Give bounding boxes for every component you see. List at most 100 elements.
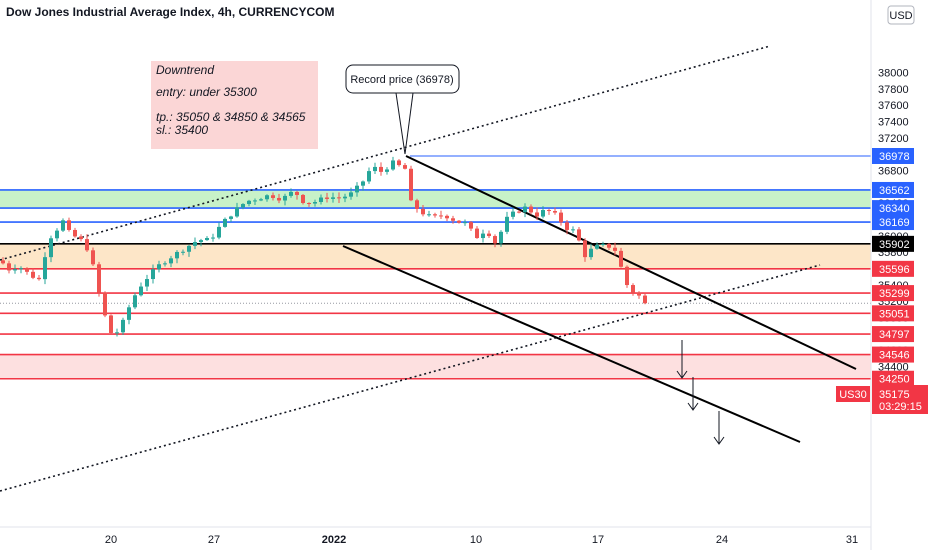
candle-body (19, 268, 23, 270)
level-tag (872, 148, 914, 164)
candle-body (391, 160, 395, 170)
candle-body (505, 216, 509, 232)
arrow-head-icon (713, 436, 725, 445)
candle-body (577, 229, 581, 241)
level-tag-label: 36169 (879, 217, 910, 229)
level-tag-label: 36562 (879, 185, 910, 197)
zones-layer (0, 189, 871, 379)
candle-body (451, 218, 455, 221)
currency-button-label[interactable]: USD (889, 10, 912, 22)
x-tick-label: 20 (105, 534, 117, 546)
currency-button[interactable]: USD (887, 5, 915, 25)
candle-body (553, 211, 557, 213)
candle-body (37, 277, 41, 280)
candle-body (583, 240, 587, 258)
candle-body (379, 166, 383, 172)
candle-body (475, 228, 479, 239)
candle-body (619, 250, 623, 267)
note-box: Downtrend entry: under 35300 tp.: 35050 … (151, 61, 318, 149)
candle-body (49, 238, 53, 258)
arrow-head-icon (676, 370, 688, 379)
y-tick-label: 37400 (878, 117, 909, 129)
candle-body (67, 220, 71, 230)
levels-layer (0, 155, 871, 380)
candle-body (199, 240, 203, 243)
candle-body (607, 243, 611, 248)
level-tag-label: 35299 (879, 288, 910, 300)
candle-body (355, 185, 359, 193)
candle-body (541, 210, 545, 217)
candle-body (571, 229, 575, 231)
candle-body (289, 191, 293, 196)
candle-body (253, 200, 257, 202)
candle-body (235, 207, 239, 217)
candle-body (175, 251, 179, 259)
candle-body (517, 211, 521, 213)
price-tag-countdown: 03:29:15 (879, 401, 922, 413)
candle-body (43, 257, 47, 280)
level-tag (872, 326, 914, 343)
price-zone (0, 243, 871, 269)
arrow-head-icon (687, 402, 699, 411)
candle-body (103, 292, 107, 316)
candle-body (61, 220, 65, 231)
candle-body (331, 197, 335, 199)
level-tag-label: 34250 (879, 374, 910, 386)
candle-body (439, 215, 443, 217)
candle-body (601, 243, 605, 246)
candle-body (109, 315, 113, 333)
candle-body (307, 203, 311, 205)
symbol-tag (836, 386, 870, 402)
candle-body (73, 229, 77, 237)
price-zone (0, 189, 871, 209)
candle-body (193, 242, 197, 246)
candle-body (163, 263, 167, 265)
candle-body (565, 222, 569, 230)
callout-text: Record price (36978) (350, 74, 453, 86)
candle-body (85, 239, 89, 251)
currency-button-frame[interactable] (887, 5, 915, 25)
candle-body (433, 214, 437, 216)
candle-body (211, 237, 215, 239)
candle-body (13, 269, 17, 271)
level-tag (872, 285, 914, 302)
level-tag-label: 34797 (879, 329, 910, 341)
y-tick-label: 37600 (878, 100, 909, 112)
candle-body (283, 195, 287, 201)
candle-body (445, 215, 449, 219)
candle-body (121, 319, 125, 333)
x-tick-label: 17 (592, 534, 604, 546)
candle-body (463, 222, 467, 224)
price-tag (872, 385, 928, 414)
candle-body (421, 208, 425, 215)
candle-body (559, 212, 563, 223)
y-tick-label: 37200 (878, 133, 909, 145)
level-tag-label: 36340 (879, 203, 910, 215)
candle-body (217, 226, 221, 238)
candle-body (589, 248, 593, 258)
candle-body (535, 212, 539, 217)
x-tick-label: 10 (470, 534, 482, 546)
target-arrows (676, 340, 725, 445)
price-tag-value: 35175 (879, 389, 910, 401)
candle-body (55, 230, 59, 239)
candle-body (133, 295, 137, 308)
level-tag-label: 35596 (879, 264, 910, 276)
candle-body (361, 181, 365, 186)
candle-body (247, 200, 251, 205)
candle-body (241, 204, 245, 208)
note-line-1: Downtrend (156, 63, 214, 77)
note-line-2: entry: under 35300 (156, 85, 257, 99)
descending-support-line (342, 245, 801, 443)
candle-body (259, 199, 263, 201)
candle-body (151, 269, 155, 280)
upper-channel-trendline (0, 45, 771, 261)
level-tag (872, 214, 914, 231)
candle-body (631, 285, 635, 293)
candle-body (169, 258, 173, 264)
level-tag (872, 181, 914, 198)
candle-body (115, 332, 119, 334)
callout-box (345, 64, 460, 94)
candle-body (127, 307, 131, 320)
symbol-tag-text: US30 (839, 389, 867, 401)
